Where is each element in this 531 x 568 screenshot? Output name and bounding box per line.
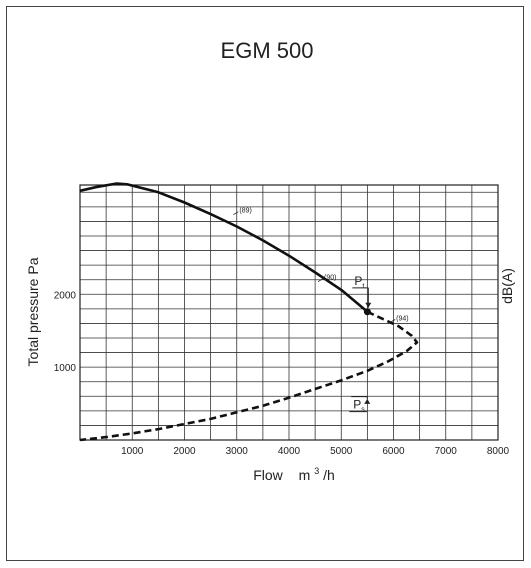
y-tick-label: 1000 (54, 363, 77, 374)
x-tick-label: 1000 (121, 446, 144, 457)
curve-annotation: (89) (239, 208, 251, 215)
x-axis-unit-sup: 3 (314, 466, 319, 476)
x-axis-unit: m (299, 467, 311, 483)
system-curve-dashed (80, 312, 417, 440)
x-tick-label: 8000 (487, 446, 510, 457)
x-tick-label: 2000 (173, 446, 196, 457)
y-tick-labels: 1000 2000 (54, 290, 77, 374)
x-tick-labels: 1000 2000 3000 4000 5000 6000 7000 8000 (121, 446, 509, 457)
y-axis-label: Total pressure Pa (25, 257, 41, 366)
x-tick-label: 6000 (382, 446, 405, 457)
pressure-marker-arrowhead (365, 303, 371, 308)
x-tick-label: 3000 (226, 446, 249, 457)
x-tick-label: 7000 (435, 446, 458, 457)
y2-axis-label: dB(A) (499, 268, 515, 304)
curve-annotation-leader (318, 279, 323, 282)
x-axis-unit-tail: /h (323, 467, 335, 483)
grid (80, 185, 498, 440)
x-tick-label: 5000 (330, 446, 353, 457)
x-tick-label: 4000 (278, 446, 301, 457)
pressure-marker-arrowhead (364, 399, 370, 404)
fan-curve-solid (80, 184, 367, 312)
chart-title: EGM 500 (221, 38, 314, 63)
operating-point (364, 308, 371, 315)
y-tick-label: 2000 (54, 290, 77, 301)
x-axis-label: Flow m 3 /h (253, 461, 335, 483)
curve-annotation: (90) (324, 275, 336, 282)
curve-annotation-leader (233, 212, 238, 215)
curve-annotation: (94) (396, 316, 408, 323)
x-axis-label-main: Flow (253, 467, 283, 483)
